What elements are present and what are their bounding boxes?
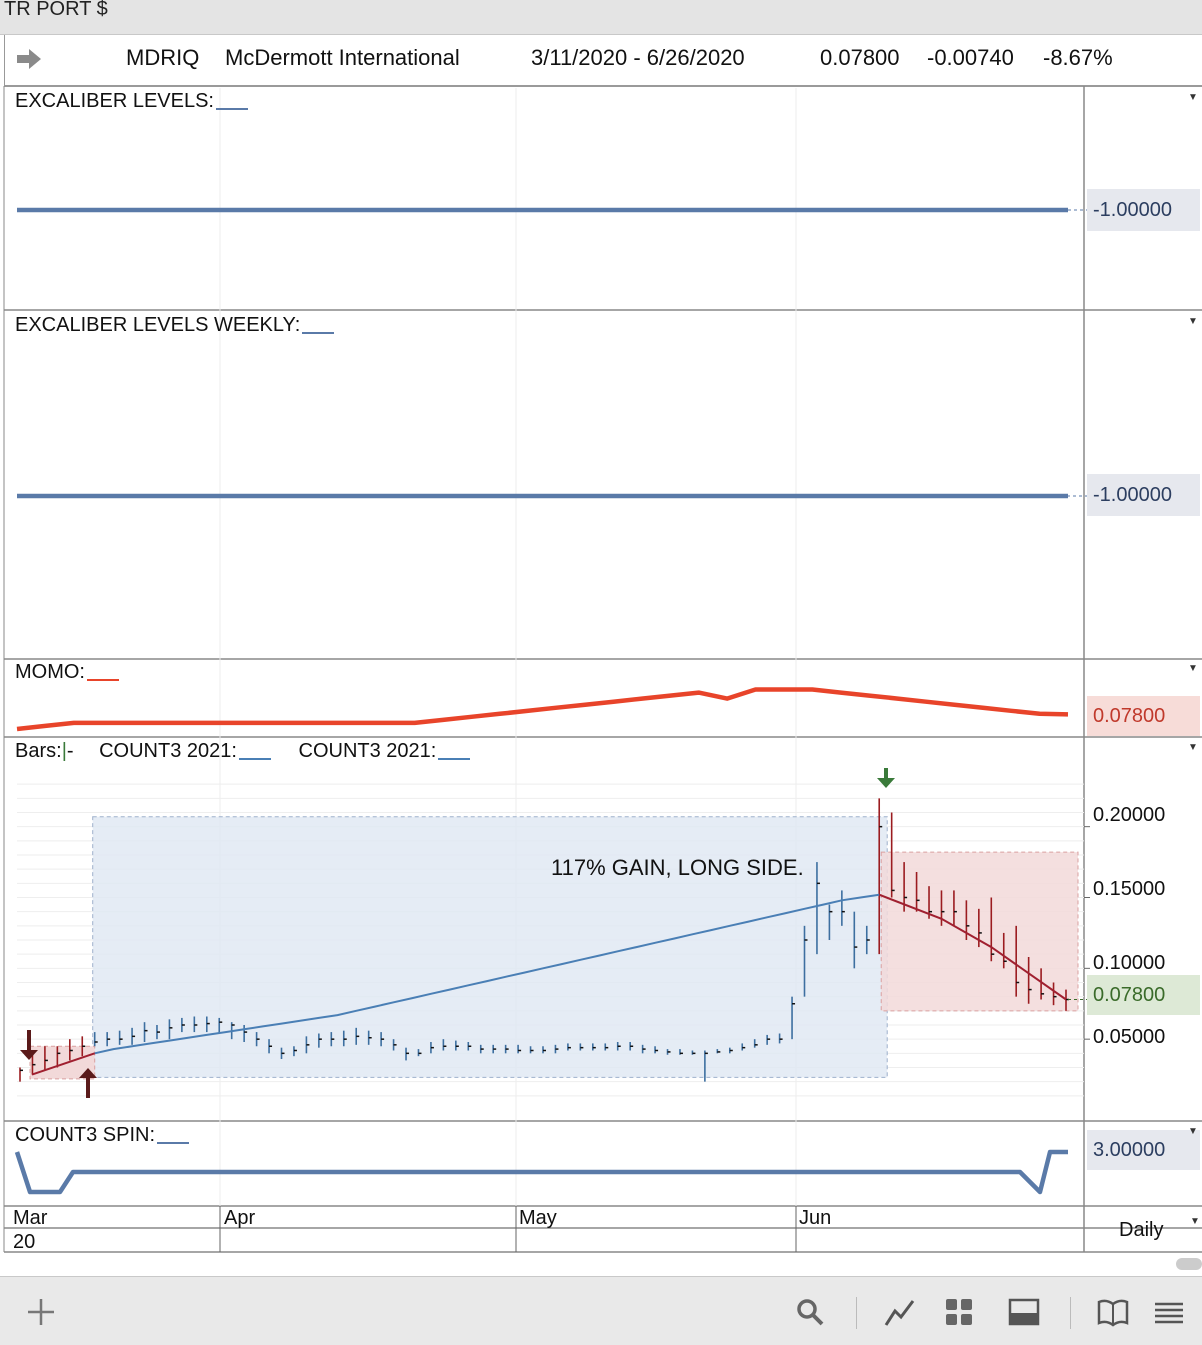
ytick-label: 0.15000 bbox=[1093, 878, 1166, 900]
last-price: 0.07800 bbox=[820, 45, 900, 70]
ytick-label: 0.10000 bbox=[1093, 952, 1166, 974]
book-icon[interactable] bbox=[1096, 1295, 1130, 1329]
sell-arrow-icon bbox=[20, 1030, 38, 1060]
month-label: May bbox=[519, 1207, 557, 1229]
interval-select[interactable]: Daily bbox=[1119, 1219, 1164, 1241]
ytick-label: 0.20000 bbox=[1093, 804, 1166, 826]
spin-value-label: 3.00000 bbox=[1087, 1130, 1200, 1170]
count3-entry-line bbox=[31, 1052, 96, 1076]
year-label: 20 bbox=[13, 1231, 36, 1253]
grid-icon[interactable] bbox=[942, 1295, 976, 1329]
spin-line bbox=[14, 1149, 1069, 1195]
count3-short-line bbox=[878, 893, 1067, 1001]
month-label: Apr bbox=[224, 1207, 256, 1229]
quote-header: MDRIQ McDermott International 3/11/2020 … bbox=[4, 35, 1202, 87]
chart-canvas[interactable] bbox=[0, 0, 1202, 1276]
window-title: TR PORT $ bbox=[4, 0, 108, 20]
momo-line bbox=[16, 687, 1069, 732]
panel-icon[interactable] bbox=[1007, 1295, 1041, 1329]
arrow-right-icon[interactable] bbox=[15, 47, 43, 71]
company-name: McDermott International bbox=[225, 45, 460, 70]
excaliber-title: EXCALIBER LEVELS: bbox=[15, 90, 248, 113]
panel-menu-caret[interactable]: ▼ bbox=[1188, 1126, 1198, 1137]
bottom-toolbar bbox=[0, 1276, 1202, 1345]
trade-annotation: 117% GAIN, LONG SIDE. bbox=[551, 855, 804, 880]
line-chart-icon[interactable] bbox=[883, 1295, 917, 1329]
month-label: Jun bbox=[799, 1207, 832, 1229]
bars-title: Bars:|- COUNT3 2021: COUNT3 2021: bbox=[15, 740, 471, 763]
symbol[interactable]: MDRIQ bbox=[126, 45, 200, 70]
ytick-label: 0.05000 bbox=[1093, 1026, 1166, 1048]
month-label: Mar bbox=[13, 1207, 48, 1229]
window-titlebar: TR PORT $ bbox=[0, 0, 1202, 35]
search-icon[interactable] bbox=[793, 1295, 827, 1329]
spin-title: COUNT3 SPIN: bbox=[15, 1124, 190, 1147]
exit-arrow-icon bbox=[877, 768, 895, 788]
date-range: 3/11/2020 - 6/26/2020 bbox=[531, 45, 745, 70]
long-trade-box bbox=[92, 816, 888, 1078]
count3-long-line bbox=[94, 893, 880, 1055]
panel-menu-caret[interactable]: ▼ bbox=[1188, 92, 1198, 103]
panel-menu-caret[interactable]: ▼ bbox=[1188, 742, 1198, 753]
panel-menu-caret[interactable]: ▼ bbox=[1188, 663, 1198, 674]
excaliber-value-label: -1.00000 bbox=[1087, 189, 1200, 231]
plus-icon[interactable] bbox=[24, 1295, 58, 1329]
excaliber-weekly-title: EXCALIBER LEVELS WEEKLY: bbox=[15, 314, 335, 337]
net-change: -0.00740 bbox=[927, 45, 1014, 70]
bars-last-label: 0.07800 bbox=[1087, 975, 1200, 1015]
pct-change: -8.67% bbox=[1043, 45, 1113, 70]
momo-title: MOMO: bbox=[15, 661, 119, 684]
excaliber-weekly-value-label: -1.00000 bbox=[1087, 474, 1200, 516]
list-icon[interactable] bbox=[1152, 1295, 1186, 1329]
momo-value-label: 0.07800 bbox=[1087, 696, 1200, 736]
buy-arrow-icon bbox=[79, 1068, 97, 1098]
scrollbar-thumb bbox=[1176, 1258, 1202, 1270]
interval-caret[interactable]: ▼ bbox=[1190, 1216, 1200, 1227]
panel-menu-caret[interactable]: ▼ bbox=[1188, 316, 1198, 327]
